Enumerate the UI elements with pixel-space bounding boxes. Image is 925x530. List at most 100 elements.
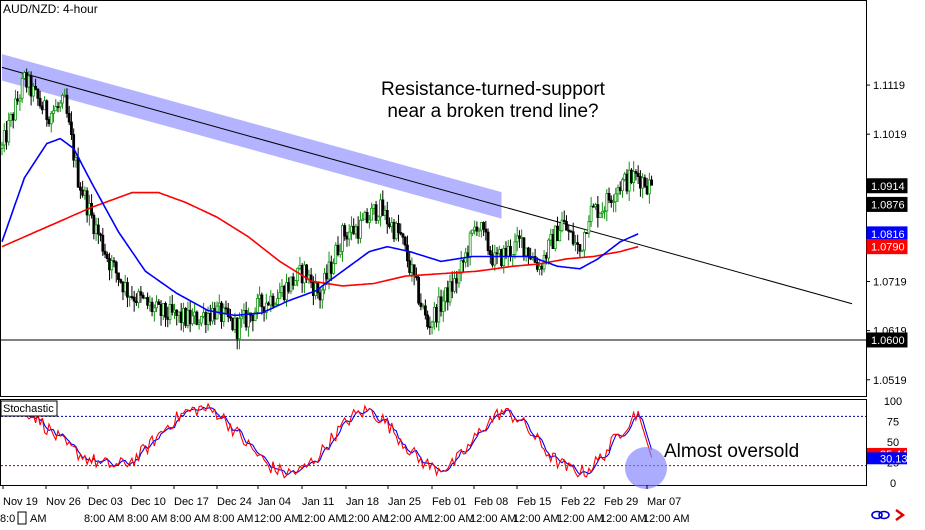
candle-body	[235, 317, 239, 340]
candle-body	[294, 280, 297, 286]
candle	[58, 99, 62, 112]
stochastic-tick-label: 100	[884, 396, 902, 408]
candle-body	[74, 157, 78, 161]
date-label: Jan 25	[388, 496, 421, 508]
candle	[190, 308, 194, 326]
candle	[576, 234, 580, 255]
candle-body	[410, 264, 414, 273]
candle	[630, 168, 633, 185]
candle-body	[188, 309, 192, 325]
candle	[513, 233, 517, 259]
candle-body	[352, 225, 356, 235]
candle	[558, 223, 562, 242]
candle-body	[38, 97, 42, 107]
candle-body	[580, 249, 584, 252]
candle	[341, 223, 344, 262]
candle-body	[482, 222, 486, 230]
candle-body	[603, 210, 606, 213]
candle-body	[379, 199, 382, 218]
candle-body	[179, 311, 183, 323]
time-label: 8:00 AM	[84, 513, 124, 525]
candle-body	[444, 287, 447, 302]
candle-body	[233, 317, 237, 330]
candle	[397, 214, 400, 242]
candle-body	[524, 247, 528, 257]
chart-title: AUD/NZD: 4-hour	[3, 2, 98, 16]
time-label: 12:00 AM	[298, 513, 344, 525]
candle-body	[309, 274, 313, 283]
candle-body	[276, 298, 279, 305]
candle-body	[168, 304, 172, 320]
candle-body	[139, 291, 143, 296]
sma-red-line	[1, 191, 639, 287]
candle-body	[370, 207, 374, 221]
red-arrow-icon[interactable]	[895, 509, 906, 521]
candle-body	[128, 296, 132, 298]
price-label-box	[866, 239, 908, 255]
candle-body	[506, 245, 510, 257]
candle-body	[269, 295, 273, 306]
time-label: 12:00 AM	[643, 513, 689, 525]
candle	[114, 260, 118, 283]
candle-body	[437, 296, 441, 323]
stochastic-tick-label: 0	[890, 478, 896, 490]
candle-body	[76, 157, 80, 188]
candle-body	[329, 261, 333, 274]
chain-link-icon[interactable]	[871, 510, 890, 520]
candle	[381, 190, 385, 217]
candle-body	[641, 177, 645, 189]
candle-body	[598, 212, 602, 219]
stochastic-title: Stochastic	[3, 403, 54, 415]
title-box	[1, 1, 101, 18]
candle	[92, 212, 96, 240]
candle	[560, 211, 564, 233]
candle	[600, 202, 604, 219]
candle	[361, 212, 365, 221]
candle-body	[616, 187, 620, 195]
candle-body	[497, 249, 501, 255]
candle	[585, 232, 589, 234]
candle-body	[627, 169, 631, 192]
candle-body	[298, 265, 302, 269]
candle	[385, 201, 389, 234]
candle	[358, 211, 362, 244]
candle	[650, 175, 653, 186]
candle-body	[533, 256, 537, 263]
date-label: Feb 15	[517, 496, 551, 508]
price-label-text: 1.0816	[871, 229, 905, 241]
time-label: 12:00 AM	[254, 513, 300, 525]
candle-body	[408, 260, 412, 273]
candle-body	[159, 304, 163, 316]
candle-body	[112, 260, 116, 263]
candle	[226, 302, 230, 323]
candle	[332, 258, 335, 275]
candle-body	[206, 313, 210, 325]
candle-body	[388, 223, 391, 228]
candle	[146, 292, 150, 310]
candle-body	[280, 285, 284, 294]
candle-body	[242, 309, 246, 318]
candle	[419, 293, 423, 311]
candle-body	[623, 173, 627, 181]
candle	[276, 289, 279, 306]
candle	[553, 225, 557, 252]
candle-body	[358, 219, 362, 239]
candle-body	[540, 265, 544, 270]
candle-body	[518, 235, 521, 239]
date-label: Jan 11	[302, 496, 334, 508]
candle	[547, 238, 550, 265]
candle	[453, 270, 456, 294]
candle-body	[43, 100, 46, 111]
candle-body	[457, 272, 461, 284]
candle-body	[558, 230, 562, 242]
stochastic-panel-frame	[0, 399, 867, 486]
candle	[614, 187, 618, 213]
candle-body	[486, 231, 490, 252]
axis-layer: 1.11191.10191.07191.06191.05191007550250…	[0, 80, 907, 525]
candle-body	[432, 307, 436, 323]
candle	[430, 320, 434, 335]
candle	[488, 246, 492, 264]
candle-body	[34, 85, 37, 90]
price-label-text: 1.0876	[871, 199, 905, 211]
